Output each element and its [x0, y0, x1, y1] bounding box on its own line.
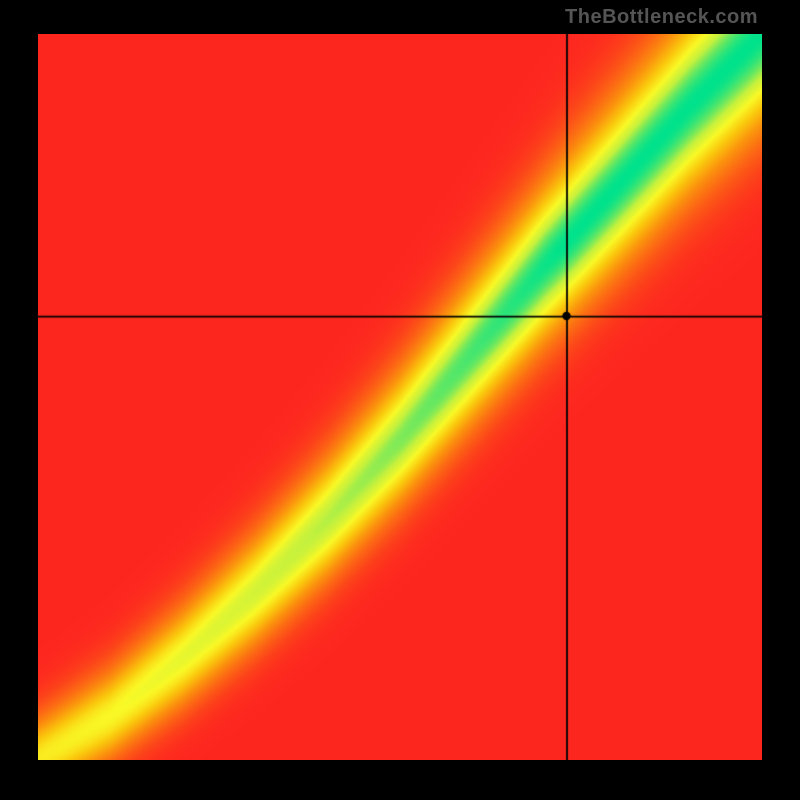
heatmap-canvas: [38, 34, 762, 760]
bottleneck-heatmap: [38, 34, 762, 760]
watermark-text: TheBottleneck.com: [565, 6, 758, 29]
